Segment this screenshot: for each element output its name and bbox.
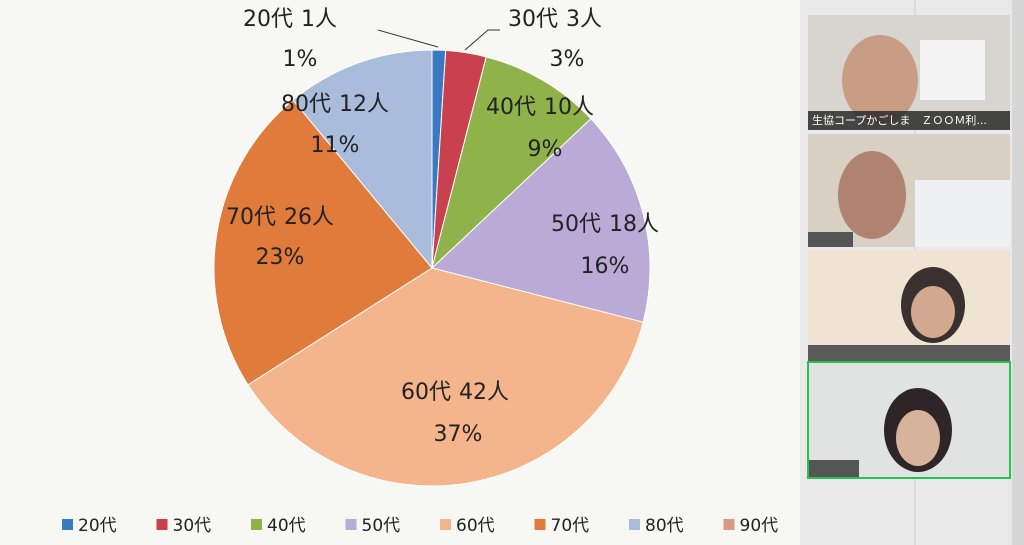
legend-swatch [534,519,546,530]
legend-swatch [345,519,357,530]
video-tile[interactable] [808,250,1010,361]
leader-line [464,29,500,51]
percent-label: 11% [311,133,360,158]
pie-slice [430,118,651,323]
face [911,286,955,338]
legend-label: 90代 [740,516,779,536]
face [896,410,940,466]
count-label: 1人 [301,7,337,32]
category-label: 30代 [508,7,558,32]
name-bar [808,232,853,247]
count-label: 3人 [566,7,602,32]
percent-label: 9% [528,137,563,162]
category-label: 70代 [226,205,276,230]
legend-swatch [629,519,640,530]
legend-swatch [440,519,451,530]
name-bar [808,345,1010,361]
category-label: 40代 [486,95,536,120]
name-bar [808,111,1010,130]
legend-swatch [62,519,73,530]
pie-slice [213,99,433,386]
legend-label: 40代 [267,516,306,536]
legend-label: 50代 [362,516,401,536]
percent-label: 1% [283,47,318,72]
person [838,151,906,239]
legend-label: 70代 [551,516,590,536]
percent-label: 23% [256,245,305,270]
data-label: 70代 26人 [226,205,334,230]
count-label: 42人 [459,380,509,405]
poster [920,40,985,100]
legend-swatch [723,519,735,530]
data-label: 40代 10人 [486,95,594,120]
category-label: 60代 [401,380,451,405]
category-label: 80代 [281,92,331,117]
count-label: 12人 [339,92,389,117]
legend-label: 80代 [645,516,684,536]
pie-chart: 20代 1人 1% 30代 3人 3% 40代 10人 9% 50代 18人 16% 60代 42人 37%… [62,7,778,536]
legend-swatch [156,519,168,530]
percent-label: 37% [434,422,483,447]
window [915,180,1010,247]
name-bar [809,460,859,477]
count-label: 10人 [544,95,594,120]
pie-slice [431,56,592,270]
participant-name: 生協コープかごしま ＺＯＯＭ利... [812,113,987,127]
legend-swatch [251,519,262,530]
person [842,35,918,125]
count-label: 18人 [609,212,659,237]
video-tile[interactable] [807,361,1011,479]
legend-label: 20代 [78,516,117,536]
legend-label: 60代 [456,516,495,536]
data-label: 50代 18人 [551,212,659,237]
count-label: 26人 [284,205,334,230]
legend-label: 30代 [173,516,212,536]
percent-label: 16% [581,254,630,279]
data-label: 80代 12人 [281,92,389,117]
percent-label: 3% [550,47,585,72]
data-label: 20代 1人 [243,7,337,32]
pie-slice [292,49,433,270]
data-label: 30代 3人 [508,7,602,32]
data-label: 60代 42人 [401,380,509,405]
scrollbar [1012,0,1024,545]
category-label: 50代 [551,212,601,237]
leader-line [377,29,439,48]
video-tile[interactable] [808,134,1010,247]
category-label: 20代 [243,7,293,32]
video-tile[interactable]: 生協コープかごしま ＺＯＯＭ利... [808,15,1010,130]
